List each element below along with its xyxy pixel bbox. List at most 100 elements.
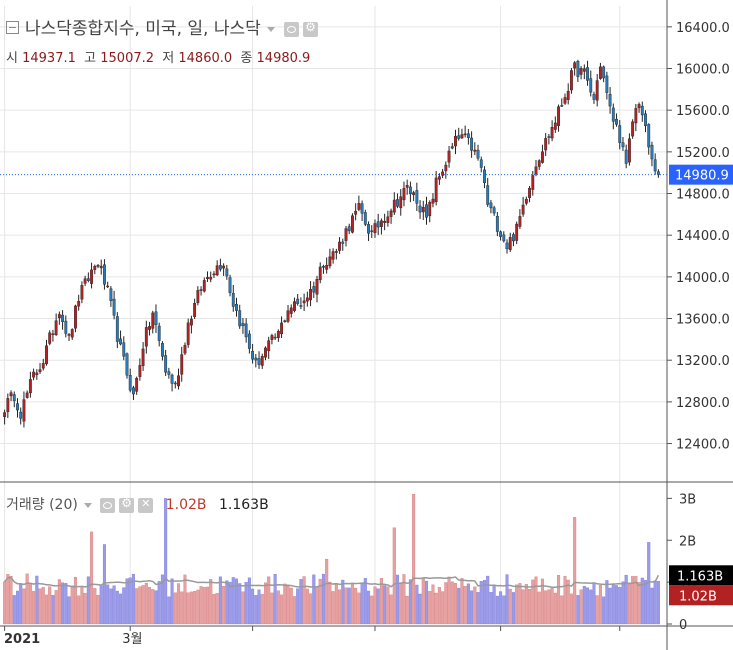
candle-body [325,264,329,270]
candle-body [537,160,541,167]
candle-body [489,202,493,209]
chevron-down-icon[interactable] [83,502,92,508]
candle-body [151,312,155,329]
candle-body [99,265,103,269]
candle-body [644,113,647,126]
candle-body [38,369,42,372]
candle-body [54,320,58,335]
volume-bar [321,573,325,625]
candle-body [621,142,625,148]
volume-bar [425,580,429,625]
candle-body [183,345,187,354]
candle-body [334,251,338,253]
volume-bar [141,585,145,625]
volume-bar [537,591,541,625]
candle-body [6,398,10,413]
volume-legend[interactable]: 거래량 (20) 1.02B 1.163B [6,494,269,514]
last-price-badge [669,164,733,185]
candle-body [109,288,113,301]
volume-bar [611,584,615,625]
candle-body [180,354,184,375]
volume-ma-value: 1.163B [218,497,269,513]
volume-bar [470,590,474,625]
volume-bar [32,591,36,625]
volume-bar [315,586,319,625]
close-icon[interactable] [138,497,154,513]
candle-body [45,345,48,365]
candle-body [441,171,445,176]
volume-bar [167,596,171,625]
volume-bar [90,531,94,625]
candle-body [386,216,390,223]
candle-body [483,169,486,184]
eye-icon[interactable] [100,497,116,513]
price-tick-label: 13600.0 [676,313,730,328]
volume-bar [106,584,110,625]
candle-body [560,105,564,107]
volume-bar [547,589,551,625]
volume-bar [653,580,657,625]
volume-bar [586,587,590,625]
candle-body [3,412,7,417]
candle-body [283,320,287,322]
gear-icon[interactable] [119,496,135,513]
candle-body [222,265,226,269]
symbol-legend[interactable]: 나스닥종합지수, 미국, 일, 나스닥 [6,14,319,39]
chevron-down-icon[interactable] [266,26,275,32]
volume-bar [553,592,557,625]
candle-body [605,75,609,93]
candle-body [157,325,161,341]
candle-body [437,176,441,180]
volume-bar [41,587,45,625]
volume-bar [563,575,567,625]
candle-body [338,241,341,251]
volume-bar [148,587,152,625]
volume-bar [283,583,287,625]
volume-ma-line [4,574,660,588]
candle-body [344,228,348,241]
volume-bar [505,574,509,625]
price-tick-label: 13200.0 [676,354,730,369]
candle-body [254,357,258,361]
candle-body [347,226,351,232]
volume-bar [338,589,342,625]
eye-icon[interactable] [284,21,300,37]
volume-bar [305,588,309,625]
candle-body [447,150,451,163]
candle-body [67,334,71,336]
collapse-icon[interactable] [6,20,19,34]
volume-bar [54,590,58,625]
candle-body [48,332,52,344]
price-tick-label: 15200.0 [676,146,730,161]
candle-body [405,185,409,188]
candle-body [225,268,229,277]
close-value: 14980.9 [256,51,311,66]
candle-body [360,203,364,214]
candle-body [421,207,425,213]
high-label: 고 [84,51,97,66]
volume-bar [73,576,77,625]
candle-body [428,201,432,217]
candle-body [267,340,271,352]
candle-body [544,138,548,151]
volume-bar [376,588,380,625]
volume-bar [328,581,332,625]
volume-bar [457,587,461,625]
candle-body [351,215,354,233]
candle-body [86,278,90,281]
volume-bar [99,585,103,625]
candle-body [132,387,135,395]
volume-bar [544,590,548,625]
volume-bar [598,585,602,625]
candle-body [466,133,470,138]
volume-bar [592,582,596,625]
gear-icon[interactable] [303,20,319,37]
volume-bar [25,573,29,625]
volume-bar [109,588,113,625]
volume-bar [396,574,400,625]
volume-bar [528,589,532,625]
volume-bar [573,517,577,625]
candle-body [518,216,522,227]
volume-tick-label: 2B [679,534,696,549]
